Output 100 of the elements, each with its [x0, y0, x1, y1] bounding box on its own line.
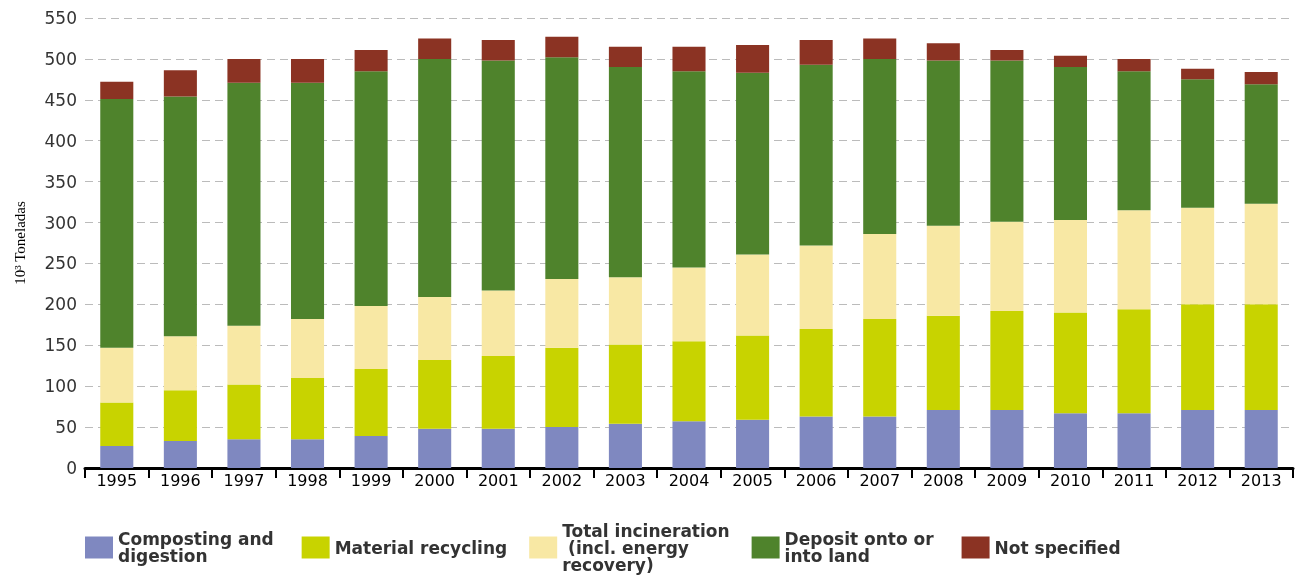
bar: [354, 436, 388, 468]
legend-label: Not specified: [994, 537, 1121, 558]
bar: [418, 428, 452, 468]
bar: [1117, 309, 1151, 414]
bar: [608, 344, 642, 424]
bar: [863, 416, 897, 468]
x-tick-label: 2006: [795, 470, 837, 490]
bar: [1244, 304, 1278, 410]
bar: [227, 325, 261, 385]
bar: [1181, 68, 1215, 80]
bar: [291, 378, 325, 440]
legend-label: Composting and digestion: [118, 529, 280, 566]
bar: [418, 58, 452, 297]
bar: [926, 409, 960, 468]
bar: [1181, 207, 1215, 305]
bar: [163, 336, 197, 391]
bar: [736, 254, 770, 336]
bar: [926, 43, 960, 61]
bar: [736, 419, 770, 468]
bar: [418, 38, 452, 59]
y-tick-label: 0: [66, 458, 77, 478]
y-tick-label: 150: [44, 335, 77, 356]
bar: [990, 310, 1024, 410]
bar: [1053, 67, 1087, 221]
bar: [990, 49, 1024, 61]
bar: [608, 423, 642, 468]
y-tick-label: 300: [44, 212, 77, 233]
x-tick-label: 2012: [1177, 470, 1218, 490]
bar: [672, 46, 706, 72]
bar: [227, 439, 261, 468]
bar: [545, 36, 579, 58]
bar: [291, 319, 325, 378]
bar: [863, 58, 897, 234]
bar: [863, 319, 897, 417]
bar: [990, 409, 1024, 468]
bar: [481, 355, 515, 429]
bar: [863, 234, 897, 320]
bar: [418, 360, 452, 429]
y-tick-label: 250: [44, 253, 77, 274]
bar: [1053, 413, 1087, 468]
x-tick-label: 2013: [1240, 470, 1282, 490]
bar: [1181, 79, 1215, 208]
bar: [990, 221, 1024, 311]
bar: [799, 416, 833, 468]
bar: [799, 245, 833, 329]
x-tick-label: 2003: [605, 470, 646, 490]
bar: [354, 306, 388, 369]
bar: [545, 427, 579, 468]
x-tick-label: 2011: [1113, 470, 1155, 490]
bar: [481, 60, 515, 291]
bar: [608, 46, 642, 68]
bar: [926, 315, 960, 410]
bar: [481, 40, 515, 61]
bar: [227, 82, 261, 326]
x-tick-label: 1996: [160, 470, 201, 490]
bar: [1117, 413, 1151, 468]
bar: [1117, 210, 1151, 310]
bar: [291, 82, 325, 320]
bar: [926, 225, 960, 316]
x-tick-label: 2009: [986, 470, 1028, 490]
bar: [736, 335, 770, 420]
bar: [1117, 58, 1151, 72]
bar: [1244, 409, 1278, 468]
bar: [100, 347, 134, 403]
x-tick-label: 1997: [223, 470, 265, 490]
y-tick-label: 50: [55, 417, 77, 438]
bar: [1181, 304, 1215, 410]
bar: [545, 57, 579, 279]
bar: [608, 277, 642, 345]
bar: [1244, 72, 1278, 85]
x-tick-label: 1998: [287, 470, 328, 490]
y-tick-label: 100: [44, 376, 77, 397]
x-tick-label: 1995: [96, 470, 138, 490]
y-tick-label: 400: [44, 130, 77, 151]
bar: [163, 96, 197, 337]
bar: [163, 70, 197, 97]
bar: [672, 341, 706, 422]
bar: [481, 428, 515, 468]
x-tick-label: 2004: [668, 470, 710, 490]
y-tick-label: 550: [44, 8, 77, 28]
bar: [291, 439, 325, 468]
x-tick-label: 2010: [1050, 470, 1091, 490]
bar: [1053, 220, 1087, 313]
bar: [481, 290, 515, 356]
x-tick-label: 2001: [477, 470, 519, 490]
y-tick-label: 350: [44, 171, 77, 192]
bar: [227, 384, 261, 440]
bar: [799, 40, 833, 65]
bar: [163, 441, 197, 468]
x-tick-label: 2007: [859, 470, 901, 490]
x-tick-label: 1999: [350, 470, 392, 490]
bar: [799, 64, 833, 246]
bar: [418, 297, 452, 360]
bar: [163, 390, 197, 441]
legend-label: Material recycling: [334, 537, 508, 558]
bar: [672, 267, 706, 342]
bar: [672, 71, 706, 268]
bar: [1244, 203, 1278, 305]
bar: [799, 328, 833, 417]
bar: [926, 60, 960, 226]
